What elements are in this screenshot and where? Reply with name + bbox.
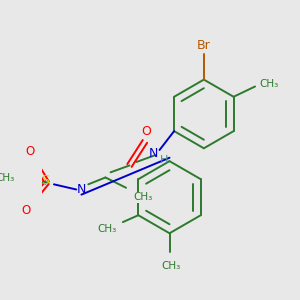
Text: S: S [41,174,50,188]
Text: N: N [77,183,86,196]
Text: CH₃: CH₃ [259,79,278,89]
Text: CH₃: CH₃ [162,261,181,271]
Text: CH₃: CH₃ [98,224,117,234]
Text: CH₃: CH₃ [134,192,153,202]
Text: CH₃: CH₃ [0,173,15,183]
Text: H: H [160,155,168,165]
Text: O: O [142,125,152,139]
Text: N: N [149,147,158,160]
Text: O: O [22,204,31,217]
Text: O: O [25,145,34,158]
Text: Br: Br [197,39,211,52]
